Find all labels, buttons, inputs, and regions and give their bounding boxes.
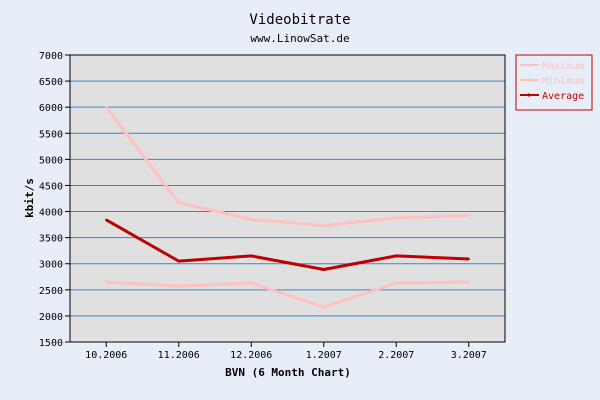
legend-label-average: Average <box>542 91 584 102</box>
data-point-average <box>322 268 325 271</box>
data-point-maximum <box>467 214 470 217</box>
data-point-maximum <box>322 224 325 227</box>
chart-subtitle: www.LinowSat.de <box>250 32 349 45</box>
data-point-maximum <box>105 105 108 109</box>
data-point-maximum <box>177 201 180 204</box>
y-tick-label: 3000 <box>39 260 63 271</box>
series-line-minimum <box>106 280 469 309</box>
data-point-maximum <box>250 218 253 221</box>
data-point-minimum <box>322 305 325 309</box>
x-tick-label: 2.2007 <box>378 350 414 361</box>
y-tick-label: 6500 <box>39 77 63 88</box>
x-tick-label: 3.2007 <box>451 350 487 361</box>
data-point-minimum <box>395 281 398 285</box>
y-tick-label: 5000 <box>39 155 63 166</box>
y-tick-label: 7000 <box>39 51 63 62</box>
data-point-minimum <box>467 280 470 284</box>
data-point-average <box>105 218 108 222</box>
legend: Maximum Minimum Average <box>515 54 593 111</box>
x-tick-label: 11.2006 <box>158 350 200 361</box>
x-axis-label: BVN (6 Month Chart) <box>225 366 351 379</box>
series-line-average <box>105 218 469 271</box>
data-point-minimum <box>177 284 180 288</box>
data-point-average <box>177 259 180 263</box>
legend-marker-maximum <box>527 63 531 67</box>
legend-marker-average <box>527 93 531 97</box>
y-axis-label: kbit/s <box>23 178 36 218</box>
y-tick-label: 6000 <box>39 103 63 114</box>
y-tick-label: 2000 <box>39 312 63 323</box>
legend-label-maximum: Maximum <box>542 61 584 72</box>
data-point-average <box>250 254 253 258</box>
plot-border <box>69 54 506 343</box>
chart-title: Videobitrate <box>249 12 350 28</box>
legend-label-minimum: Minimum <box>542 76 584 87</box>
data-point-minimum <box>105 280 108 284</box>
legend-marker-minimum <box>527 78 531 82</box>
x-tick-label: 12.2006 <box>230 350 272 361</box>
data-point-minimum <box>250 281 253 285</box>
series-line-maximum <box>105 106 469 228</box>
y-tick-label: 4500 <box>39 181 63 192</box>
plot-background <box>70 55 505 342</box>
data-point-average <box>467 257 470 261</box>
data-point-maximum <box>395 216 398 220</box>
plot-area: 1500 2000 2500 3000 3500 4000 4500 5000 5500 6000… <box>39 51 506 361</box>
x-tick-label: 1.2007 <box>306 350 342 361</box>
y-tick-label: 2500 <box>39 286 63 297</box>
y-tick-label: 4000 <box>39 208 63 219</box>
y-tick-label: 5500 <box>39 129 63 140</box>
data-point-average <box>395 254 398 258</box>
x-tick-label: 10.2006 <box>85 350 127 361</box>
y-tick-label: 1500 <box>39 338 63 349</box>
y-tick-label: 3500 <box>39 234 63 245</box>
